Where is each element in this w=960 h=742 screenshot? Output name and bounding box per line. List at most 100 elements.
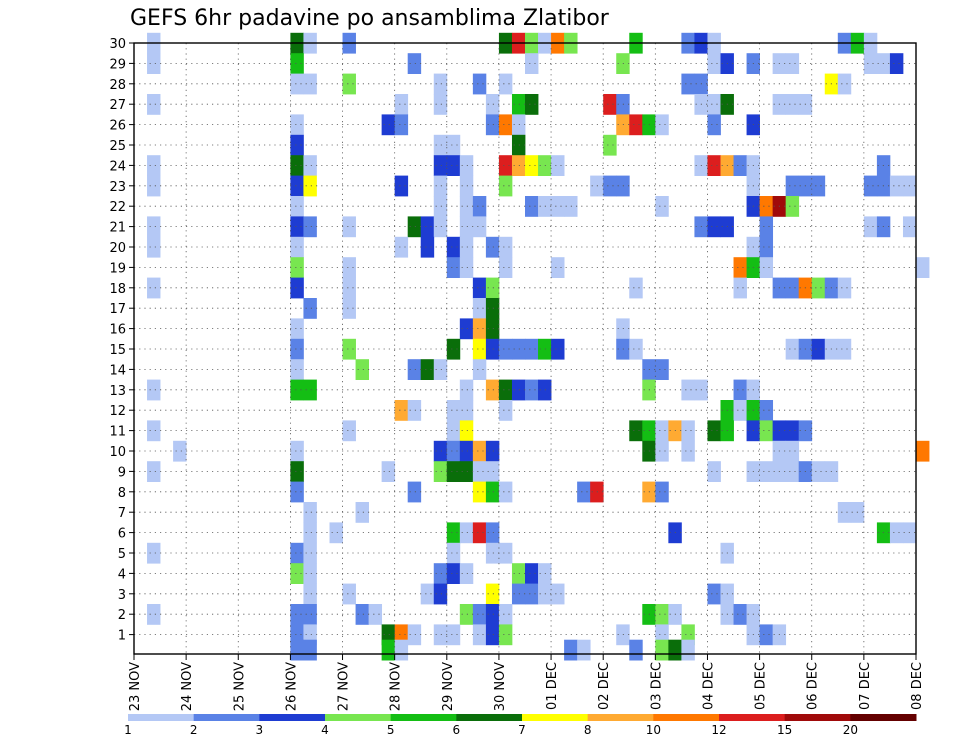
heatmap-cell [863, 216, 878, 238]
heatmap-cell [446, 155, 461, 176]
heatmap-cell [394, 639, 409, 661]
heatmap-cell [681, 73, 695, 95]
heatmap-cell [551, 155, 565, 176]
heatmap-cell [811, 461, 826, 482]
heatmap-cell [655, 114, 669, 136]
y-tick-label: 2 [118, 608, 126, 623]
y-tick-label: 15 [109, 343, 126, 358]
heatmap-cell [446, 542, 461, 564]
heatmap-cell [811, 175, 826, 197]
heatmap-cell [407, 624, 422, 646]
heatmap-cell [433, 175, 448, 197]
heatmap-cell [342, 73, 356, 95]
y-tick-label: 23 [109, 180, 126, 195]
heatmap-cell [147, 604, 161, 625]
colorbar-segment [653, 714, 720, 721]
heatmap-cell [446, 522, 461, 544]
heatmap-cell [303, 563, 317, 584]
heatmap-cell [290, 563, 304, 584]
heatmap-cell [525, 338, 539, 360]
y-tick-label: 30 [109, 37, 126, 52]
heatmap-cell [459, 257, 474, 278]
y-tick-label: 3 [118, 588, 126, 603]
colorbar-label: 10 [646, 723, 661, 737]
heatmap-cell [290, 175, 304, 197]
x-tick-label: 25 NOV [232, 662, 247, 711]
y-tick-label: 5 [118, 547, 126, 562]
heatmap-cell [472, 318, 487, 340]
heatmap-cell [173, 440, 187, 462]
heatmap-cell [629, 114, 643, 136]
heatmap-cell [303, 379, 317, 401]
heatmap-cell [485, 236, 500, 258]
heatmap-cell [525, 379, 539, 401]
colorbar-segment [456, 714, 523, 721]
heatmap-cell [407, 481, 422, 503]
heatmap-cell [290, 318, 304, 340]
heatmap-cell [290, 196, 304, 217]
heatmap-cell [446, 338, 461, 360]
heatmap-cell [420, 236, 435, 258]
heatmap-cell [525, 94, 539, 115]
heatmap-cell [433, 359, 448, 380]
heatmap-cell [889, 53, 904, 74]
x-tick-label: 02 DEC [597, 662, 612, 710]
heatmap-cell [785, 440, 800, 462]
heatmap-cell [655, 604, 669, 625]
colorbar-label: 7 [518, 723, 526, 737]
heatmap-cell [472, 481, 487, 503]
heatmap-cell [759, 420, 774, 442]
heatmap-cell [485, 94, 500, 115]
heatmap-cell [394, 114, 409, 136]
heatmap-cell [498, 73, 513, 95]
heatmap-cell [629, 338, 643, 360]
heatmap-cell [498, 114, 513, 136]
heatmap-cell [759, 216, 774, 238]
heatmap-cell [290, 114, 304, 136]
heatmap-cell [472, 522, 487, 544]
y-tick-label: 28 [109, 78, 126, 93]
heatmap-cell [498, 481, 513, 503]
heatmap-cell [290, 440, 304, 462]
heatmap-cell [420, 359, 435, 380]
heatmap-cell [303, 175, 317, 197]
heatmap-cell [290, 216, 304, 238]
heatmap-cell [889, 522, 904, 544]
heatmap-cell [147, 420, 161, 442]
heatmap-cell [147, 53, 161, 74]
heatmap-cell [485, 338, 500, 360]
heatmap-cell [342, 277, 356, 299]
heatmap-cell [498, 338, 513, 360]
heatmap-cell [394, 94, 409, 115]
heatmap-cell [459, 318, 474, 340]
colorbar-label: 3 [256, 723, 264, 737]
heatmap-cell [538, 155, 552, 176]
heatmap-cell [681, 440, 695, 462]
heatmap-cell [655, 481, 669, 503]
y-tick-label: 20 [109, 241, 126, 256]
heatmap-cell [303, 216, 317, 238]
heatmap-cell [303, 73, 317, 95]
x-tick-label: 28 NOV [389, 662, 404, 711]
heatmap-cell [355, 604, 369, 625]
heatmap-cell [511, 134, 526, 156]
y-tick-label: 4 [118, 567, 126, 582]
heatmap-cell [629, 277, 643, 299]
heatmap-cell [485, 277, 500, 299]
heatmap-cell [485, 318, 500, 340]
heatmap-cell [342, 583, 356, 605]
heatmap-cell [498, 257, 513, 278]
heatmap-cell [433, 216, 448, 238]
heatmap-cell [681, 379, 695, 401]
heatmap-cell [707, 420, 721, 442]
colorbar-label: 2 [190, 723, 198, 737]
y-tick-label: 9 [118, 465, 126, 480]
heatmap-cell [147, 277, 161, 299]
heatmap-cell [498, 379, 513, 401]
heatmap-cell [707, 94, 721, 115]
heatmap-cell [785, 420, 800, 442]
colorbar-label: 4 [321, 723, 329, 737]
heatmap-cell [472, 216, 487, 238]
heatmap-cell [290, 481, 304, 503]
y-tick-label: 1 [118, 629, 126, 644]
